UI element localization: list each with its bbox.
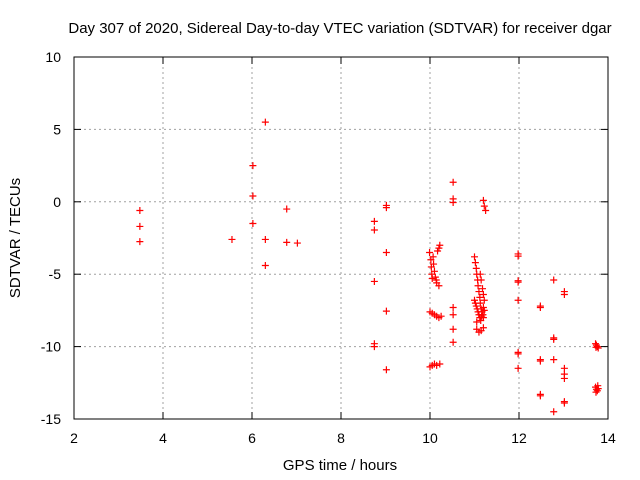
data-point bbox=[514, 296, 522, 304]
chart-title: Day 307 of 2020, Sidereal Day-to-day VTE… bbox=[68, 20, 611, 37]
data-point bbox=[429, 253, 437, 261]
data-point bbox=[480, 296, 488, 304]
data-point bbox=[382, 307, 390, 315]
data-point bbox=[536, 392, 544, 400]
data-point bbox=[477, 317, 485, 325]
data-point bbox=[514, 278, 522, 286]
x-tick-label: 4 bbox=[159, 430, 167, 446]
data-point bbox=[514, 350, 522, 358]
data-point bbox=[550, 356, 558, 364]
data-point bbox=[480, 202, 488, 210]
axis-ticks bbox=[73, 56, 609, 420]
data-point bbox=[479, 304, 487, 312]
data-point bbox=[283, 238, 291, 246]
data-point bbox=[436, 360, 444, 368]
data-point bbox=[283, 205, 291, 213]
data-point bbox=[449, 199, 457, 207]
y-tick-label: -15 bbox=[41, 411, 61, 427]
data-point bbox=[471, 253, 478, 261]
data-point bbox=[560, 374, 568, 382]
x-tick-label: 10 bbox=[422, 430, 438, 446]
data-point bbox=[261, 118, 269, 126]
data-point bbox=[514, 364, 522, 372]
data-point bbox=[550, 408, 558, 416]
y-axis-tick-labels: 10 5 0 -5 -10 -15 bbox=[41, 49, 61, 427]
data-point bbox=[449, 178, 457, 186]
data-point bbox=[370, 217, 378, 225]
data-point bbox=[136, 206, 144, 214]
data-point bbox=[478, 312, 486, 320]
data-point bbox=[449, 311, 457, 319]
data-point bbox=[382, 248, 390, 256]
data-point bbox=[261, 262, 269, 270]
y-axis-label: SDTVAR / TECUs bbox=[7, 178, 24, 298]
data-point bbox=[474, 282, 482, 290]
data-point bbox=[479, 290, 487, 298]
data-point bbox=[514, 252, 522, 260]
data-point bbox=[536, 357, 544, 365]
data-point bbox=[594, 382, 602, 390]
data-point bbox=[249, 192, 257, 200]
data-point bbox=[430, 260, 438, 268]
y-tick-label: 5 bbox=[53, 121, 61, 137]
data-point bbox=[228, 235, 236, 243]
data-point bbox=[370, 343, 378, 351]
x-tick-label: 6 bbox=[248, 430, 256, 446]
data-point bbox=[550, 276, 558, 284]
data-point bbox=[426, 248, 434, 256]
data-points bbox=[136, 118, 602, 416]
x-tick-label: 8 bbox=[337, 430, 345, 446]
data-point bbox=[449, 304, 457, 312]
data-point bbox=[473, 318, 481, 326]
data-point bbox=[593, 343, 601, 351]
data-point bbox=[477, 276, 485, 284]
y-tick-label: -10 bbox=[41, 339, 61, 355]
data-point bbox=[471, 259, 479, 267]
data-point bbox=[293, 239, 301, 247]
data-point bbox=[550, 335, 558, 343]
data-point bbox=[136, 238, 144, 246]
data-point bbox=[370, 226, 378, 234]
data-point bbox=[475, 288, 483, 296]
data-point bbox=[428, 275, 436, 283]
data-point bbox=[436, 241, 444, 249]
data-point bbox=[449, 338, 457, 346]
data-point bbox=[430, 267, 438, 275]
data-point bbox=[536, 304, 544, 312]
x-tick-label: 2 bbox=[70, 430, 78, 446]
data-point bbox=[437, 312, 445, 320]
data-point bbox=[560, 399, 568, 407]
data-point bbox=[261, 235, 269, 243]
x-axis-tick-labels: 2 4 6 8 10 12 14 bbox=[70, 430, 616, 446]
data-point bbox=[433, 361, 441, 369]
x-axis-label: GPS time / hours bbox=[283, 457, 397, 474]
data-point bbox=[560, 290, 568, 298]
x-tick-label: 14 bbox=[600, 430, 616, 446]
data-point bbox=[136, 222, 144, 230]
y-tick-label: 0 bbox=[53, 194, 61, 210]
data-point bbox=[592, 343, 600, 351]
data-point bbox=[382, 366, 390, 374]
x-tick-label: 12 bbox=[511, 430, 527, 446]
data-point bbox=[479, 285, 487, 293]
data-point bbox=[435, 282, 443, 290]
data-point bbox=[479, 324, 487, 332]
data-point bbox=[249, 220, 257, 228]
data-point bbox=[382, 204, 390, 212]
data-point bbox=[479, 196, 487, 204]
data-point bbox=[482, 206, 490, 214]
data-point bbox=[476, 270, 484, 278]
y-tick-label: 10 bbox=[45, 49, 61, 65]
y-tick-label: -5 bbox=[49, 266, 62, 282]
data-point bbox=[449, 325, 457, 333]
data-point bbox=[370, 277, 378, 285]
data-point bbox=[249, 162, 257, 170]
data-point bbox=[592, 388, 600, 396]
grid-lines bbox=[74, 57, 608, 419]
